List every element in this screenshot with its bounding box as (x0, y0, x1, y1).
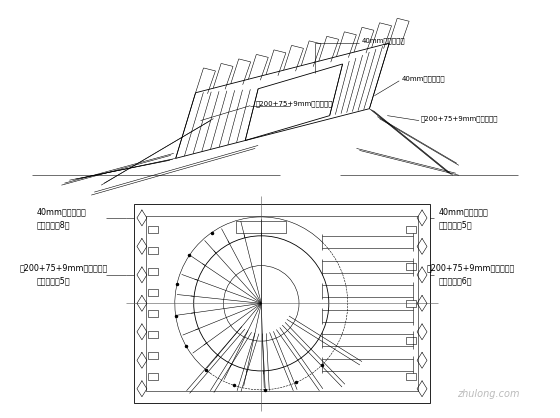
Bar (148, 373, 158, 380)
Bar (148, 247, 158, 255)
Bar (406, 263, 416, 270)
Bar (406, 373, 416, 380)
Text: 【200+75+9mm工字钢支撑: 【200+75+9mm工字钢支撑 (427, 263, 515, 272)
Text: zhulong.com: zhulong.com (458, 389, 520, 399)
Text: 主塔前侧共6根: 主塔前侧共6根 (439, 276, 473, 285)
Text: 主塔前侧共5块: 主塔前侧共5块 (439, 220, 473, 229)
Bar (406, 227, 416, 233)
Text: 40mm厚钢板支撑: 40mm厚钢板支撑 (361, 38, 405, 44)
Bar (146, 216, 418, 391)
Text: 主塔后侧共5根: 主塔后侧共5根 (36, 276, 70, 285)
Bar (148, 331, 158, 338)
Text: 【200+75+9mm工字钢支撑: 【200+75+9mm工字钢支撑 (255, 100, 333, 107)
Bar (148, 289, 158, 296)
Text: 【200+75+9mm工字钢支撑: 【200+75+9mm工字钢支撑 (421, 115, 498, 122)
Bar (406, 300, 416, 307)
Bar (148, 268, 158, 275)
Bar (148, 352, 158, 359)
Bar (148, 227, 158, 233)
Bar (148, 311, 158, 317)
Text: 40mm厚钢板支撑: 40mm厚钢板支撑 (36, 207, 86, 217)
Text: 40mm厚钢板支撑: 40mm厚钢板支撑 (439, 207, 489, 217)
Text: 【200+75+9mm工字钢支撑: 【200+75+9mm工字钢支撑 (20, 263, 108, 272)
Bar (406, 336, 416, 344)
Text: 主塔后侧共8块: 主塔后侧共8块 (36, 220, 70, 229)
Text: 40mm厚钢板支撑: 40mm厚钢板支撑 (401, 76, 445, 82)
Bar (236, 221, 286, 233)
Bar (134, 204, 430, 403)
